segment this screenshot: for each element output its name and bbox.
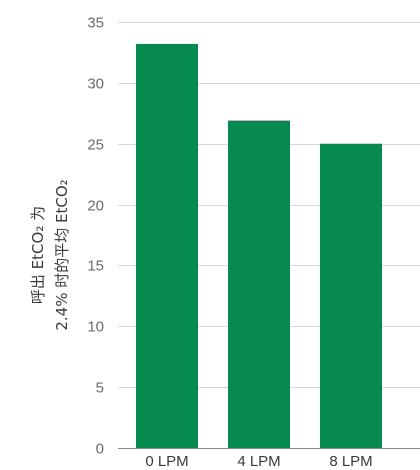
y-tick-label: 15 bbox=[87, 258, 104, 275]
x-tick-labels: 0 LPM 4 LPM 8 LPM bbox=[145, 453, 372, 470]
x-tick-label: 0 LPM bbox=[145, 453, 188, 470]
bar bbox=[228, 120, 290, 449]
bar bbox=[320, 143, 382, 448]
y-tick-labels: 0 5 10 15 20 25 30 35 bbox=[87, 15, 104, 458]
x-tick-label: 4 LPM bbox=[237, 453, 280, 470]
y-tick-label: 20 bbox=[87, 198, 104, 215]
bars bbox=[136, 43, 382, 449]
y-tick-label: 0 bbox=[96, 441, 104, 458]
y-tick-label: 30 bbox=[87, 76, 104, 93]
y-tick-label: 35 bbox=[87, 15, 104, 32]
y-tick-label: 10 bbox=[87, 319, 104, 336]
y-axis-label-line-1: 呼出 EtCO₂ 为 bbox=[29, 206, 47, 304]
y-tick-label: 25 bbox=[87, 137, 104, 154]
x-tick-label: 8 LPM bbox=[329, 453, 372, 470]
bar bbox=[136, 43, 198, 449]
y-axis-label-line-2: 2.4% 时的平均 EtCO₂ bbox=[53, 179, 71, 330]
y-tick-label: 5 bbox=[96, 380, 104, 397]
